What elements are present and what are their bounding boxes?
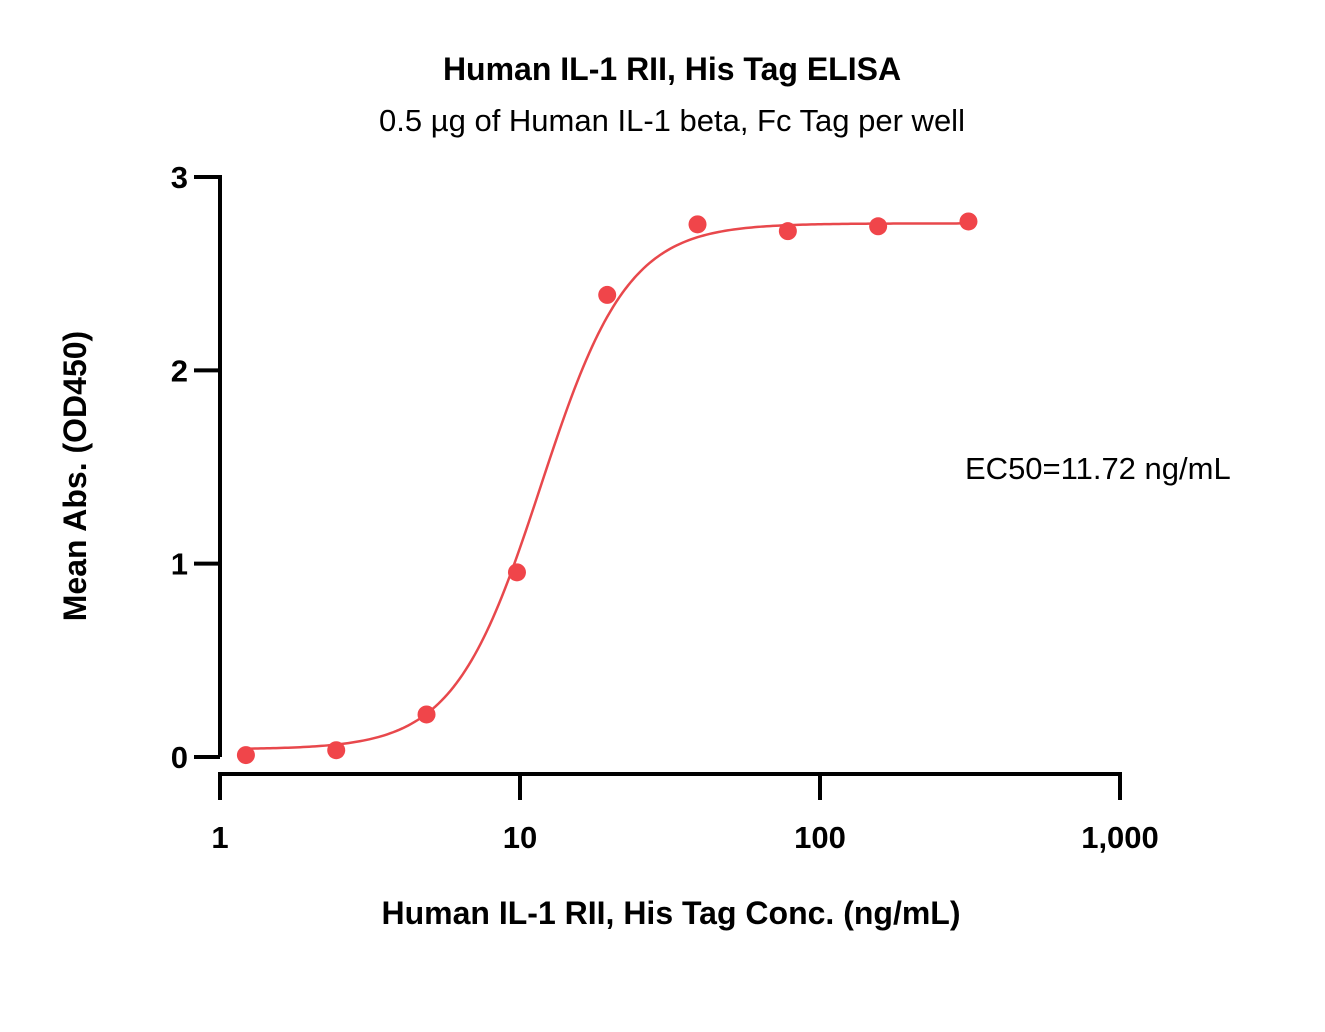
x-axis-label: Human IL-1 RII, His Tag Conc. (ng/mL) — [382, 895, 961, 931]
data-points — [236, 212, 978, 765]
data-point — [598, 285, 617, 304]
fit-layer — [245, 222, 969, 750]
ec50-annotation: EC50=11.72 ng/mL — [965, 451, 1231, 486]
x-tick-label: 10 — [503, 820, 537, 855]
data-point — [417, 705, 436, 724]
y-tick-label: 3 — [171, 160, 188, 195]
data-point — [778, 222, 797, 241]
x-tick-label: 1 — [211, 820, 228, 855]
y-axis: 0 1 2 3 — [171, 160, 222, 775]
x-tick-label: 100 — [794, 820, 846, 855]
data-point — [688, 215, 707, 234]
y-axis-label: Mean Abs. (OD450) — [57, 331, 93, 621]
chart-title: Human IL-1 RII, His Tag ELISA — [443, 51, 901, 87]
data-point — [507, 563, 526, 582]
data-point — [236, 746, 255, 765]
data-point — [869, 217, 888, 236]
y-tick-label: 1 — [171, 547, 188, 582]
y-tick-label: 0 — [171, 740, 188, 775]
y-tick-label: 2 — [171, 353, 188, 388]
x-axis: 1 10 100 1,000 — [211, 772, 1159, 855]
fit-curve — [245, 222, 969, 750]
x-tick-label: 1,000 — [1081, 820, 1159, 855]
chart-subtitle: 0.5 µg of Human IL-1 beta, Fc Tag per we… — [379, 103, 965, 138]
data-point — [959, 212, 978, 231]
data-point — [327, 741, 346, 760]
